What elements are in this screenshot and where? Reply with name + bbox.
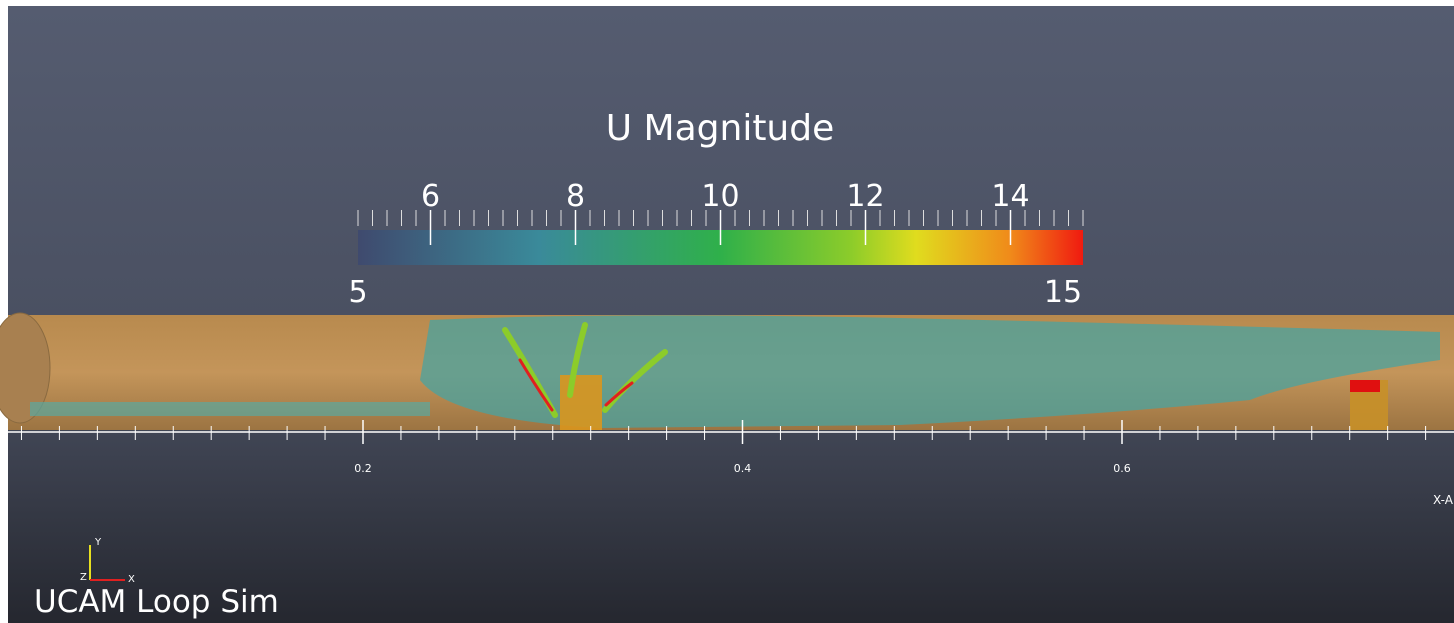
probe-hot [1350, 380, 1380, 392]
pipe [0, 313, 1454, 430]
caption: UCAM Loop Sim [34, 584, 279, 620]
colorbar-max-label: 15 [1044, 275, 1082, 310]
injector [560, 375, 602, 430]
ruler-tick-label: 0.4 [734, 462, 752, 475]
colorbar-min-label: 5 [348, 275, 367, 310]
ruler-tick-label: 0.6 [1113, 462, 1131, 475]
ruler-axis-label: X-A [1433, 493, 1454, 507]
colorbar-tick-label: 10 [701, 179, 739, 214]
axis-z-label: Z [80, 572, 87, 583]
colorbar-tick-label: 14 [991, 179, 1029, 214]
colorbar-tick-label: 6 [421, 179, 440, 214]
viewport [8, 6, 1454, 623]
inlet-stream [30, 402, 430, 416]
axis-y-label: Y [94, 537, 102, 548]
colorbar-tick-label: 12 [846, 179, 884, 214]
colorbar-title: U Magnitude [606, 108, 835, 149]
colorbar-tick-label: 8 [566, 179, 585, 214]
render-view: U Magnitude X-A Y Z X UCAM Loop Sim 6810… [0, 0, 1454, 623]
ruler-tick-label: 0.2 [354, 462, 372, 475]
